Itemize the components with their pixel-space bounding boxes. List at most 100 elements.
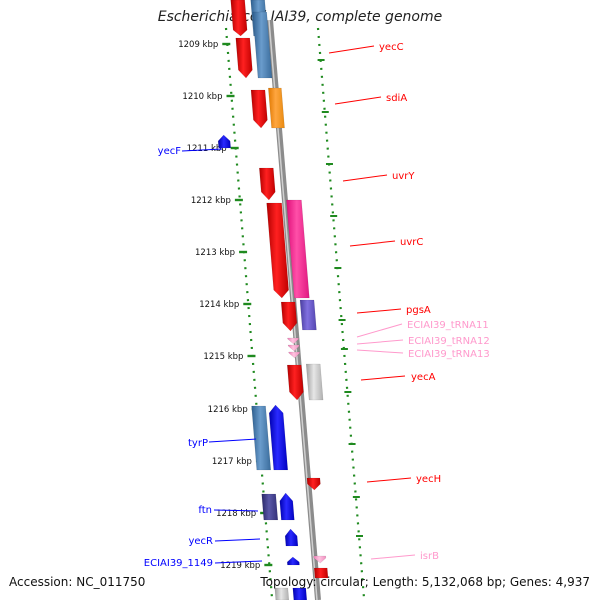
accession-label: Accession: NC_011750 [9,575,146,589]
gene-feature-yecA[interactable] [286,364,304,401]
gene-label: isrB [370,551,439,562]
ruler-tick: 1215 kbp [203,352,256,362]
gene-label: pgsA [356,305,431,316]
gene-label-text[interactable]: sdiA [386,93,407,104]
gene-feature-yecF[interactable] [217,134,231,149]
ruler-tick: 1211 kbp [187,144,239,154]
gene-label-text[interactable]: yecC [379,42,404,53]
gene-label-text[interactable]: yecH [416,474,441,485]
gene-leader-line [356,323,403,338]
gene-leader-line [208,438,257,443]
gene-feature-yecC[interactable] [235,37,253,79]
gene-leader-line [342,174,388,182]
gene-label-text[interactable]: ECIAI39_1149 [144,558,213,569]
ruler-tick-label: 1214 kbp [199,300,239,310]
gene-feature-ECIAI39_1149[interactable] [286,556,300,566]
gene-feature-pgsA[interactable] [280,301,298,332]
gene-leader-line [360,375,406,381]
ruler-tick-label: 1212 kbp [191,196,231,206]
gene-label-text[interactable]: isrB [420,551,439,562]
gene-leader-line [334,96,382,105]
gene-label: ECIAI39_tRNA12 [356,336,490,347]
gene-feature-tyrP[interactable] [268,404,289,471]
gene-label-text[interactable]: ECIAI39_tRNA11 [407,320,489,331]
gene-feature-sdiA[interactable] [250,89,268,129]
ruler-tick-label: 1216 kbp [208,405,248,415]
ruler-tick-label: 1218 kbp [216,509,256,519]
gene-label: sdiA [334,93,407,105]
gene-features [217,0,329,600]
gene-feature-pgsA-partner[interactable] [299,299,317,331]
map-title: Escherichia coli IAI39, complete genome [157,9,443,25]
gene-label: uvrY [342,171,415,182]
gene-label: ECIAI39_1149 [144,558,263,569]
ruler-tick-label: 1217 kbp [212,457,252,467]
gene-feature-ftn[interactable] [279,492,295,521]
gene-label: uvrC [349,237,423,248]
gene-feature-top-a[interactable] [230,0,248,37]
gene-label: yecH [366,474,441,485]
gene-label-text[interactable]: yecF [158,146,182,157]
ruler-tick-label: 1215 kbp [203,352,243,362]
gene-leader-line [356,349,404,354]
gene-feature-isrB[interactable] [313,555,327,564]
gene-label-text[interactable]: ECIAI39_tRNA12 [408,336,490,347]
gene-feature-yecH[interactable] [306,477,321,491]
gene-label-text[interactable]: yecA [411,372,436,383]
ruler-tick: 1214 kbp [199,300,252,310]
gene-feature-ECIAI39_tRNA12[interactable] [287,344,300,352]
gene-label-text[interactable]: uvrC [400,237,423,248]
gene-label: ftn [198,505,259,516]
gene-label-text[interactable]: ECIAI39_tRNA13 [408,349,490,360]
gene-leader-line [181,148,223,152]
gene-leader-line [214,538,261,542]
gene-leader-line [213,509,259,512]
gene-label: yecR [188,536,261,547]
gene-feature-bottom-b[interactable] [292,587,308,600]
gene-feature-ECIAI39_tRNA13[interactable] [288,351,301,359]
gene-label-text[interactable]: yecR [188,536,213,547]
gene-label: yecF [158,146,223,157]
ruler-tick-label: 1211 kbp [187,144,227,154]
ruler-tick: 1213 kbp [195,248,248,258]
gene-feature-isrB-partner[interactable] [313,567,329,579]
ruler-tick: 1212 kbp [191,196,243,206]
gene-labels: yecC sdiA yecF uvrY uvrC pgsA ECIAI39_tRNA11 EC… [144,42,490,569]
gene-label-text[interactable]: uvrY [392,171,415,182]
gene-label: yecC [328,42,404,54]
ruler-tick-label: 1209 kbp [178,40,218,50]
topology-label: Topology: circular; Length: 5,132,068 bp… [260,575,590,589]
gene-feature-uvrC[interactable] [266,202,289,299]
gene-leader-line [349,240,396,247]
gene-label-text[interactable]: pgsA [406,305,431,316]
ruler-tick-label: 1219 kbp [220,561,260,571]
ruler-tick: 1210 kbp [182,92,235,102]
gene-leader-line [214,560,263,564]
gene-leader-line [366,477,412,483]
gene-feature-tyrP-partner[interactable] [251,405,272,471]
gene-label: ECIAI39_tRNA11 [356,320,489,338]
gene-feature-ftn-partner[interactable] [261,493,279,521]
ruler-tick: 1209 kbp [178,40,231,50]
ruler-tick-label: 1210 kbp [182,92,222,102]
gene-leader-line [370,554,416,560]
ruler-tick: 1219 kbp [220,561,273,571]
gene-label-text[interactable]: ftn [198,505,212,516]
gene-label: tyrP [188,438,257,449]
gene-leader-line [356,308,402,314]
gene-feature-bottom-a[interactable] [274,587,290,600]
gene-feature-yecA-partner[interactable] [305,363,324,401]
gene-leader-line [356,339,404,345]
gene-feature-uvrY[interactable] [259,167,276,201]
gene-feature-sdiA-partner[interactable] [268,87,285,129]
ruler-tick-label: 1213 kbp [195,248,235,258]
ruler: 1209 kbp 1210 kbp 1211 kbp 1212 kbp 1213 kbp… [178,40,363,571]
gene-label-text[interactable]: tyrP [188,438,208,449]
gene-feature-uvrC-partner[interactable] [286,199,310,299]
gene-label: yecA [360,372,436,383]
gene-feature-ECIAI39_tRNA11[interactable] [287,337,299,345]
gene-feature-yecR[interactable] [284,528,299,547]
gene-leader-line [328,45,375,54]
gene-feature-yecC-partner[interactable] [252,11,273,79]
